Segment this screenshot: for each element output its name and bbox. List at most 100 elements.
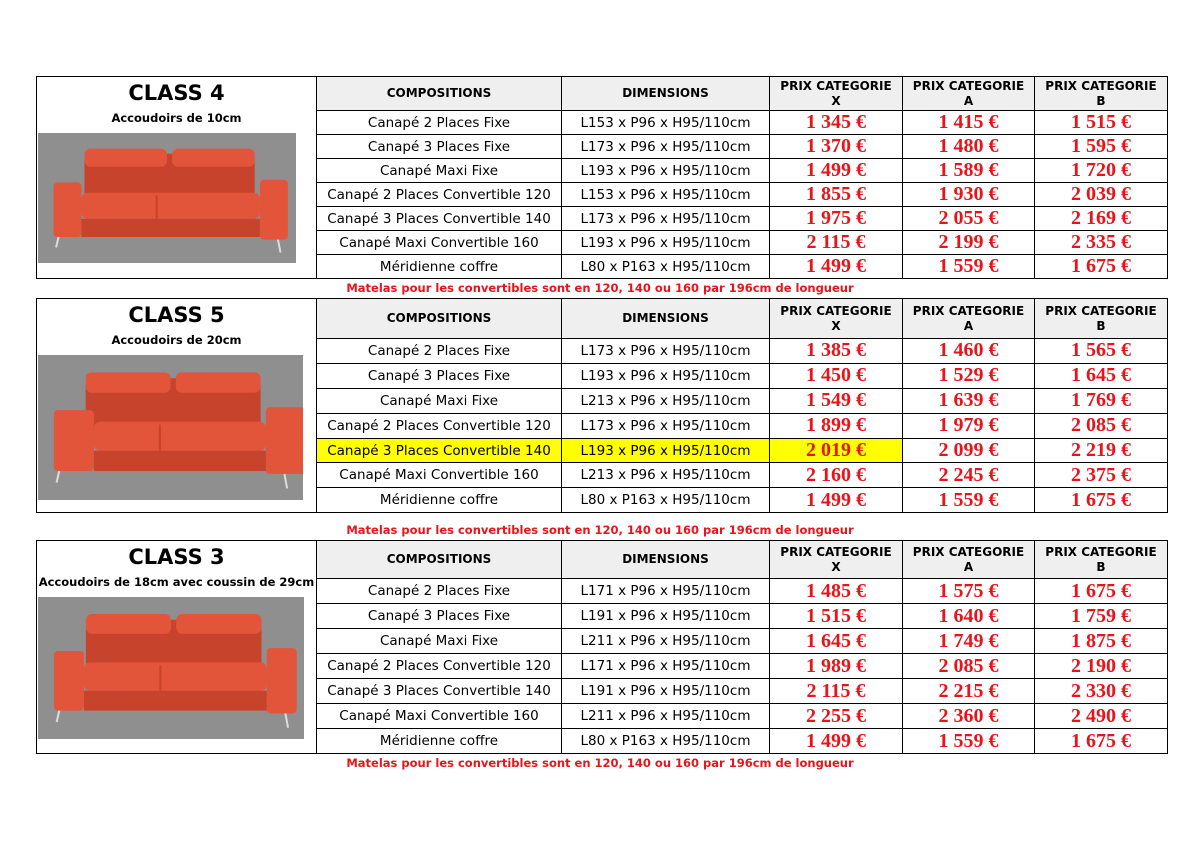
price-x-cell: 2 255 € [769, 703, 903, 729]
table-row: Canapé 2 Places Fixe L171 x P96 x H95/11… [37, 578, 1168, 604]
dimensions-cell: L171 x P96 x H95/110cm [561, 653, 770, 679]
price-a-cell: 2 360 € [902, 703, 1035, 729]
header-category: X [831, 559, 841, 574]
price-b-cell: 1 675 € [1034, 578, 1168, 604]
composition-cell: Méridienne coffre [316, 487, 562, 514]
price-a-cell: 1 559 € [902, 728, 1035, 754]
table-row: Canapé 3 Places Convertible 140 L191 x P… [37, 678, 1168, 704]
price-x-cell: 1 855 € [769, 182, 903, 207]
composition-cell: Canapé 3 Places Fixe [316, 134, 562, 159]
price-x-cell: 1 499 € [769, 158, 903, 183]
price-b-cell: 1 675 € [1034, 254, 1168, 279]
price-x-cell: 1 499 € [769, 487, 903, 514]
sofa-photo [38, 355, 303, 500]
price-x-cell: 1 385 € [769, 338, 903, 364]
table-row: Canapé Maxi Fixe L213 x P96 x H95/110cm … [37, 387, 1168, 414]
dimensions-cell: L173 x P96 x H95/110cm [561, 412, 770, 439]
price-b-cell: 1 515 € [1034, 110, 1168, 135]
composition-cell: Canapé 2 Places Fixe [316, 578, 562, 604]
sofa-photo [38, 133, 296, 263]
price-a-cell: 1 639 € [902, 387, 1035, 414]
header-label: PRIX CATEGORIE [912, 303, 1025, 318]
price-a-cell: 1 559 € [902, 487, 1035, 514]
header-category: B [1096, 318, 1106, 333]
dimensions-cell: L173 x P96 x H95/110cm [561, 338, 770, 364]
dimensions-cell: L213 x P96 x H95/110cm [561, 387, 770, 414]
price-b-cell: 1 769 € [1034, 387, 1168, 414]
price-a-cell: 1 575 € [902, 578, 1035, 604]
price-a-cell: 1 589 € [902, 158, 1035, 183]
price-a-cell: 1 930 € [902, 182, 1035, 207]
price-b-cell: 1 875 € [1034, 628, 1168, 654]
table-row: Canapé Maxi Fixe L211 x P96 x H95/110cm … [37, 628, 1168, 654]
class-info-cell: CLASS 4 Accoudoirs de 10cm [36, 76, 317, 279]
header-prix-x: PRIX CATEGORIE X [769, 298, 903, 339]
table-row: Canapé 3 Places Convertible 140 L173 x P… [37, 206, 1168, 231]
class-info-cell: CLASS 3 Accoudoirs de 18cm avec coussin … [36, 540, 317, 754]
header-compositions: COMPOSITIONS [316, 540, 562, 579]
table-row: Méridienne coffre L80 x P163 x H95/110cm… [37, 254, 1168, 279]
price-a-cell: 2 215 € [902, 678, 1035, 704]
header-label: PRIX CATEGORIE [780, 303, 892, 318]
dimensions-cell: L211 x P96 x H95/110cm [561, 628, 770, 654]
dimensions-cell: L153 x P96 x H95/110cm [561, 182, 770, 207]
class-subtitle: Accoudoirs de 20cm [111, 333, 242, 347]
price-x-cell: 1 899 € [769, 412, 903, 439]
composition-cell: Canapé 2 Places Fixe [316, 338, 562, 364]
price-b-cell: 2 085 € [1034, 412, 1168, 439]
composition-cell: Méridienne coffre [316, 728, 562, 754]
price-b-cell: 1 645 € [1034, 362, 1168, 389]
price-x-cell: 1 975 € [769, 206, 903, 231]
header-prix-b: PRIX CATEGORIE B [1034, 540, 1168, 579]
class-title: CLASS 5 [128, 303, 225, 327]
price-a-cell: 1 559 € [902, 254, 1035, 279]
price-b-cell: 2 375 € [1034, 462, 1168, 489]
header-compositions: COMPOSITIONS [316, 298, 562, 339]
dimensions-cell: L80 x P163 x H95/110cm [561, 728, 770, 754]
price-b-cell: 1 720 € [1034, 158, 1168, 183]
mattress-note: Matelas pour les convertibles sont en 12… [346, 523, 854, 537]
table-row: Méridienne coffre L80 x P163 x H95/110cm… [37, 487, 1168, 514]
table-row: Canapé Maxi Fixe L193 x P96 x H95/110cm … [37, 158, 1168, 183]
header-dimensions: DIMENSIONS [561, 540, 770, 579]
header-prix-x: PRIX CATEGORIE X [769, 540, 903, 579]
header-label: PRIX CATEGORIE [912, 78, 1025, 93]
price-b-cell: 2 190 € [1034, 653, 1168, 679]
price-a-cell: 1 749 € [902, 628, 1035, 654]
price-b-cell: 2 330 € [1034, 678, 1168, 704]
price-a-cell: 1 529 € [902, 362, 1035, 389]
price-x-cell: 1 645 € [769, 628, 903, 654]
composition-cell: Canapé 3 Places Convertible 140 [316, 437, 562, 464]
price-b-cell: 1 675 € [1034, 487, 1168, 514]
class-subtitle: Accoudoirs de 10cm [111, 111, 242, 125]
dimensions-cell: L191 x P96 x H95/110cm [561, 603, 770, 629]
dimensions-cell: L213 x P96 x H95/110cm [561, 462, 770, 489]
table-row: Canapé 2 Places Convertible 120 L171 x P… [37, 653, 1168, 679]
price-x-cell: 1 515 € [769, 603, 903, 629]
price-x-cell: 1 549 € [769, 387, 903, 414]
header-label: PRIX CATEGORIE [912, 544, 1025, 559]
price-b-cell: 1 565 € [1034, 338, 1168, 364]
price-b-cell: 1 759 € [1034, 603, 1168, 629]
composition-cell: Canapé 2 Places Convertible 120 [316, 182, 562, 207]
price-x-cell: 1 485 € [769, 578, 903, 604]
table-row: Canapé Maxi Convertible 160 L193 x P96 x… [37, 230, 1168, 255]
table-row: Canapé 2 Places Convertible 120 L173 x P… [37, 412, 1168, 439]
price-x-cell: 2 115 € [769, 230, 903, 255]
table-row: Méridienne coffre L80 x P163 x H95/110cm… [37, 728, 1168, 754]
composition-cell: Canapé Maxi Fixe [316, 158, 562, 183]
price-table: CLASS 5 Accoudoirs de 20cm COMPOSITIONS … [36, 297, 1168, 514]
price-a-cell: 1 480 € [902, 134, 1035, 159]
header-category: X [831, 93, 841, 108]
price-a-cell: 2 245 € [902, 462, 1035, 489]
composition-cell: Canapé 2 Places Fixe [316, 110, 562, 135]
dimensions-cell: L173 x P96 x H95/110cm [561, 206, 770, 231]
class-info-cell: CLASS 5 Accoudoirs de 20cm [36, 297, 317, 514]
dimensions-cell: L173 x P96 x H95/110cm [561, 134, 770, 159]
dimensions-cell: L80 x P163 x H95/110cm [561, 487, 770, 514]
table-row: Canapé 3 Places Convertible 140 L193 x P… [37, 437, 1168, 464]
header-category: A [963, 318, 974, 333]
mattress-note: Matelas pour les convertibles sont en 12… [346, 281, 854, 295]
header-label: PRIX CATEGORIE [1045, 544, 1157, 559]
price-a-cell: 2 199 € [902, 230, 1035, 255]
